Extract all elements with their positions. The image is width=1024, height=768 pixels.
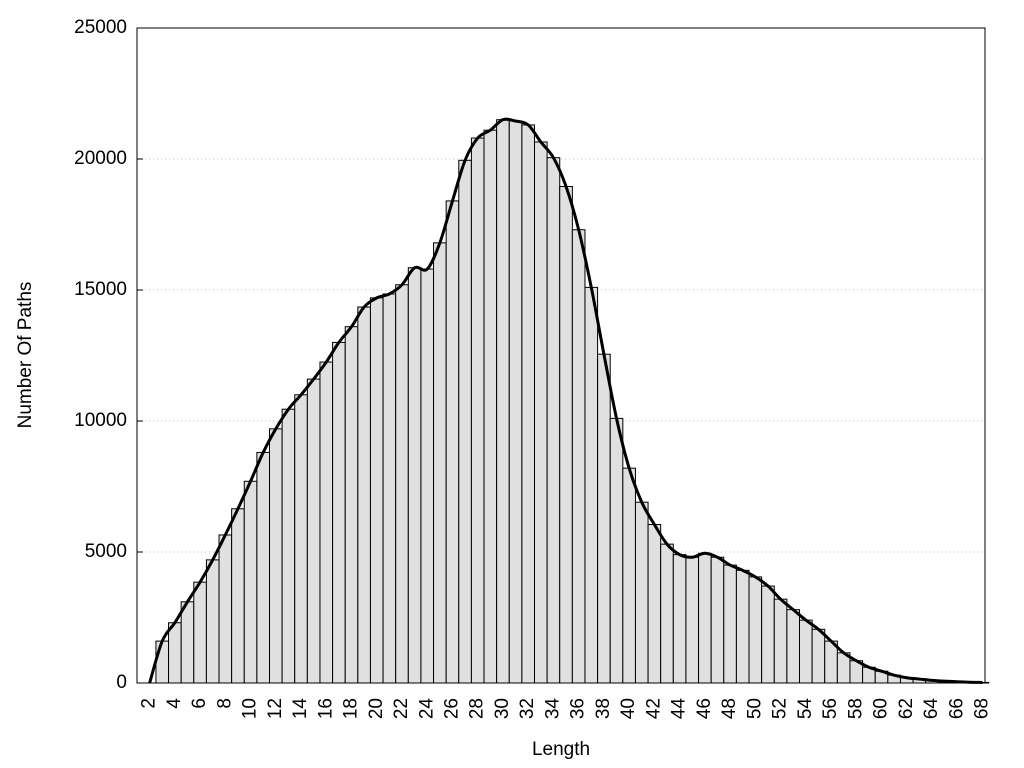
bar — [634, 501, 649, 684]
bar — [698, 552, 712, 684]
bar — [433, 242, 447, 684]
bar — [597, 353, 611, 684]
bar — [534, 141, 548, 684]
x-tick-label: 16 — [315, 698, 336, 719]
plot-frame — [136, 27, 986, 684]
x-tick-label: 66 — [946, 698, 967, 719]
x-tick-label: 40 — [618, 698, 639, 719]
bar — [672, 554, 687, 684]
x-tick-label: 22 — [391, 698, 412, 719]
x-tick-label: 42 — [643, 698, 664, 719]
bar — [571, 229, 586, 684]
x-tick-label: 38 — [593, 698, 614, 719]
bar — [369, 297, 384, 684]
x-tick-label: 34 — [542, 698, 563, 720]
bar — [546, 157, 561, 684]
bar — [660, 543, 674, 684]
bar — [521, 124, 536, 684]
bar — [799, 619, 813, 684]
bar — [168, 622, 182, 684]
x-tick-label: 10 — [240, 698, 261, 719]
x-tick-label: 44 — [669, 698, 690, 720]
bar — [294, 394, 308, 684]
y-tick-label: 0 — [116, 672, 127, 693]
bar — [281, 408, 296, 684]
bar — [155, 640, 170, 684]
bar — [483, 129, 498, 684]
y-tick-label: 15000 — [74, 279, 127, 300]
bar — [508, 120, 523, 684]
bar — [811, 628, 826, 684]
bar — [761, 585, 775, 684]
x-tick-label: 52 — [770, 698, 791, 719]
bar — [470, 137, 485, 684]
x-tick-label: 58 — [845, 698, 866, 719]
bar — [496, 119, 510, 684]
x-tick-label: 26 — [441, 698, 462, 719]
bar — [357, 306, 371, 684]
bar — [609, 417, 624, 684]
x-tick-label: 62 — [896, 698, 917, 719]
x-tick-label: 36 — [568, 698, 589, 719]
y-tick-label: 20000 — [74, 148, 127, 169]
x-tick-label: 60 — [871, 698, 892, 719]
bar — [256, 451, 270, 684]
x-tick-label: 28 — [467, 698, 488, 719]
y-axis-label: Number Of Paths — [15, 282, 36, 429]
bar — [407, 267, 422, 684]
x-tick-label: 54 — [795, 698, 816, 720]
bar — [193, 581, 207, 684]
x-tick-label: 20 — [366, 698, 387, 719]
x-tick-label: 56 — [820, 698, 841, 719]
y-tick-label: 5000 — [85, 541, 127, 562]
bar — [420, 268, 435, 684]
bar — [647, 523, 662, 684]
bar — [723, 564, 737, 684]
bar — [382, 293, 397, 684]
x-tick-label: 24 — [416, 698, 437, 720]
trend-line — [148, 117, 983, 684]
bar — [445, 200, 460, 684]
x-tick-label: 6 — [189, 698, 210, 709]
bar — [559, 186, 573, 684]
x-tick-label: 30 — [492, 698, 513, 719]
bar — [685, 556, 700, 684]
bar — [773, 598, 788, 684]
x-tick-label: 12 — [265, 698, 286, 719]
bar — [269, 428, 283, 684]
bar — [231, 508, 245, 684]
x-tick-label: 48 — [719, 698, 740, 719]
x-tick-label: 68 — [971, 698, 992, 719]
x-tick-label: 8 — [214, 698, 235, 709]
bar — [458, 159, 472, 684]
bar — [218, 534, 233, 684]
bar — [344, 326, 359, 684]
bar — [319, 361, 334, 684]
x-tick-label: 2 — [139, 698, 160, 709]
x-tick-label: 50 — [744, 698, 765, 719]
bar — [395, 284, 409, 684]
x-axis-label: Length — [532, 739, 590, 760]
x-tick-label: 18 — [341, 698, 362, 719]
bar — [786, 609, 801, 684]
bar — [748, 576, 763, 684]
bar — [243, 480, 258, 684]
x-tick-label: 46 — [694, 698, 715, 719]
y-tick-label: 10000 — [74, 410, 127, 431]
x-tick-label: 32 — [517, 698, 538, 719]
bar — [584, 286, 599, 684]
bar — [205, 559, 220, 684]
bar — [180, 601, 195, 684]
x-tick-label: 64 — [921, 698, 942, 720]
bar — [710, 556, 725, 684]
bar — [332, 341, 346, 684]
x-tick-label: 4 — [164, 698, 185, 709]
bar — [306, 378, 321, 684]
bar — [735, 569, 750, 684]
x-tick-label: 14 — [290, 698, 311, 720]
y-tick-label: 25000 — [74, 17, 127, 38]
bar — [622, 467, 636, 684]
